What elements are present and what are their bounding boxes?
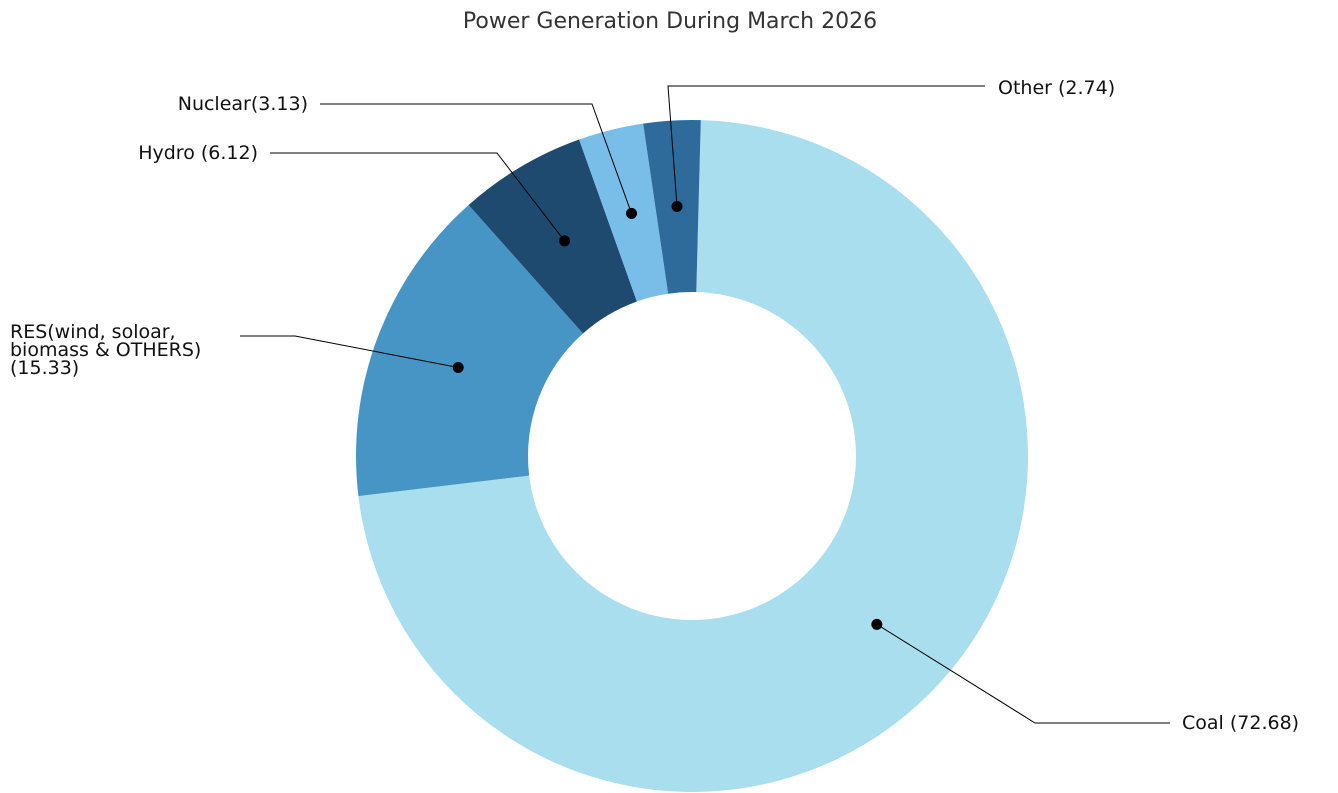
- leader-dot: [626, 207, 638, 219]
- leader-dot: [671, 200, 683, 212]
- donut-slice: [579, 123, 669, 302]
- donut-slice: [356, 204, 583, 497]
- slice-label: RES(wind, soloar, biomass & OTHERS) (15.33…: [10, 321, 201, 379]
- slice-label-line: Coal (72.68): [1182, 712, 1299, 734]
- leader-line: [240, 335, 459, 368]
- slice-label-line: RES(wind, soloar,: [10, 321, 176, 343]
- leader-dot: [559, 235, 571, 247]
- leader-dot: [452, 361, 464, 373]
- slice-label: Other (2.74): [998, 77, 1115, 99]
- leader-line: [667, 85, 985, 207]
- donut-slice: [358, 120, 1029, 793]
- slice-label: Nuclear(3.13): [178, 93, 308, 115]
- slice-label-line: biomass & OTHERS): [10, 339, 201, 361]
- slice-label-line: Hydro (6.12): [138, 142, 258, 164]
- chart-title: Power Generation During March 2026: [463, 9, 877, 34]
- donut-slice: [468, 139, 637, 334]
- slice-label-line: (15.33): [10, 357, 79, 379]
- leader-line: [876, 623, 1170, 724]
- slice-label: Coal (72.68): [1182, 712, 1299, 734]
- leader-line: [270, 152, 565, 242]
- slice-label: Hydro (6.12): [138, 142, 258, 164]
- slice-label-line: Other (2.74): [998, 77, 1115, 99]
- leader-dot: [871, 618, 883, 630]
- slice-label-line: Nuclear(3.13): [178, 93, 308, 115]
- leader-line: [320, 103, 632, 214]
